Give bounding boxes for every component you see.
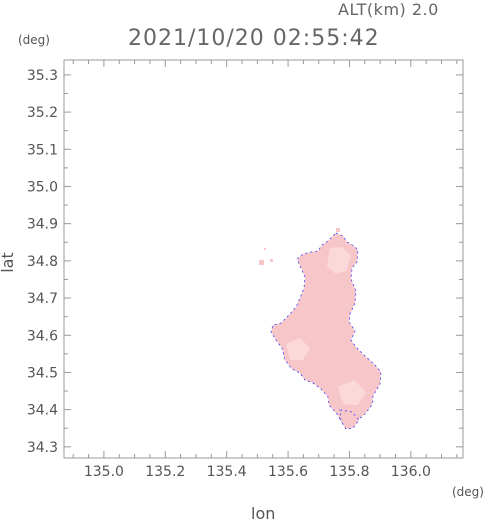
echo-main-body bbox=[270, 232, 382, 429]
radar-echo-region bbox=[259, 228, 382, 430]
axis-ticks bbox=[64, 60, 463, 458]
echo-light-patch-3 bbox=[338, 380, 366, 405]
x-tick-label: 135.0 bbox=[84, 464, 124, 480]
y-tick-label: 35.0 bbox=[27, 179, 58, 195]
x-tick-label: 136.0 bbox=[391, 464, 431, 480]
x-tick-label: 135.6 bbox=[268, 464, 308, 480]
echo-light-patch-2 bbox=[286, 338, 310, 360]
echo-speck-west bbox=[259, 260, 264, 265]
y-tick-label: 35.2 bbox=[27, 105, 58, 121]
echo-speck-west-2 bbox=[264, 248, 266, 250]
x-axis-label: lon bbox=[251, 504, 276, 523]
altitude-label: ALT(km) 2.0 bbox=[338, 0, 439, 19]
y-tick-label: 35.3 bbox=[27, 68, 58, 84]
y-axis-unit: (deg) bbox=[18, 33, 50, 47]
y-tick-label: 34.7 bbox=[27, 291, 58, 307]
x-axis-unit: (deg) bbox=[452, 485, 484, 499]
y-tick-label: 34.8 bbox=[27, 254, 58, 270]
echo-speck-nw bbox=[270, 259, 273, 262]
echo-light-patch bbox=[327, 247, 351, 274]
y-tick-label: 34.6 bbox=[27, 328, 58, 344]
y-tick-label: 35.1 bbox=[27, 142, 58, 158]
x-tick-label: 135.8 bbox=[329, 464, 369, 480]
x-tick-labels: 135.0 135.2 135.4 135.6 135.8 136.0 bbox=[84, 464, 431, 480]
timestamp-title: 2021/10/20 02:55:42 bbox=[128, 26, 380, 51]
y-tick-label: 34.3 bbox=[27, 440, 58, 456]
plot-frame bbox=[63, 59, 464, 459]
y-tick-label: 34.5 bbox=[27, 365, 58, 381]
echo-south-tail bbox=[339, 409, 360, 430]
y-tick-label: 34.4 bbox=[27, 403, 58, 419]
x-tick-label: 135.2 bbox=[145, 464, 185, 480]
x-tick-label: 135.4 bbox=[207, 464, 247, 480]
echo-speck-north bbox=[336, 228, 340, 232]
y-tick-labels: 34.3 34.4 34.5 34.6 34.7 34.8 34.9 35.0 35.1 35.2… bbox=[27, 68, 58, 456]
y-tick-label: 34.9 bbox=[27, 217, 58, 233]
